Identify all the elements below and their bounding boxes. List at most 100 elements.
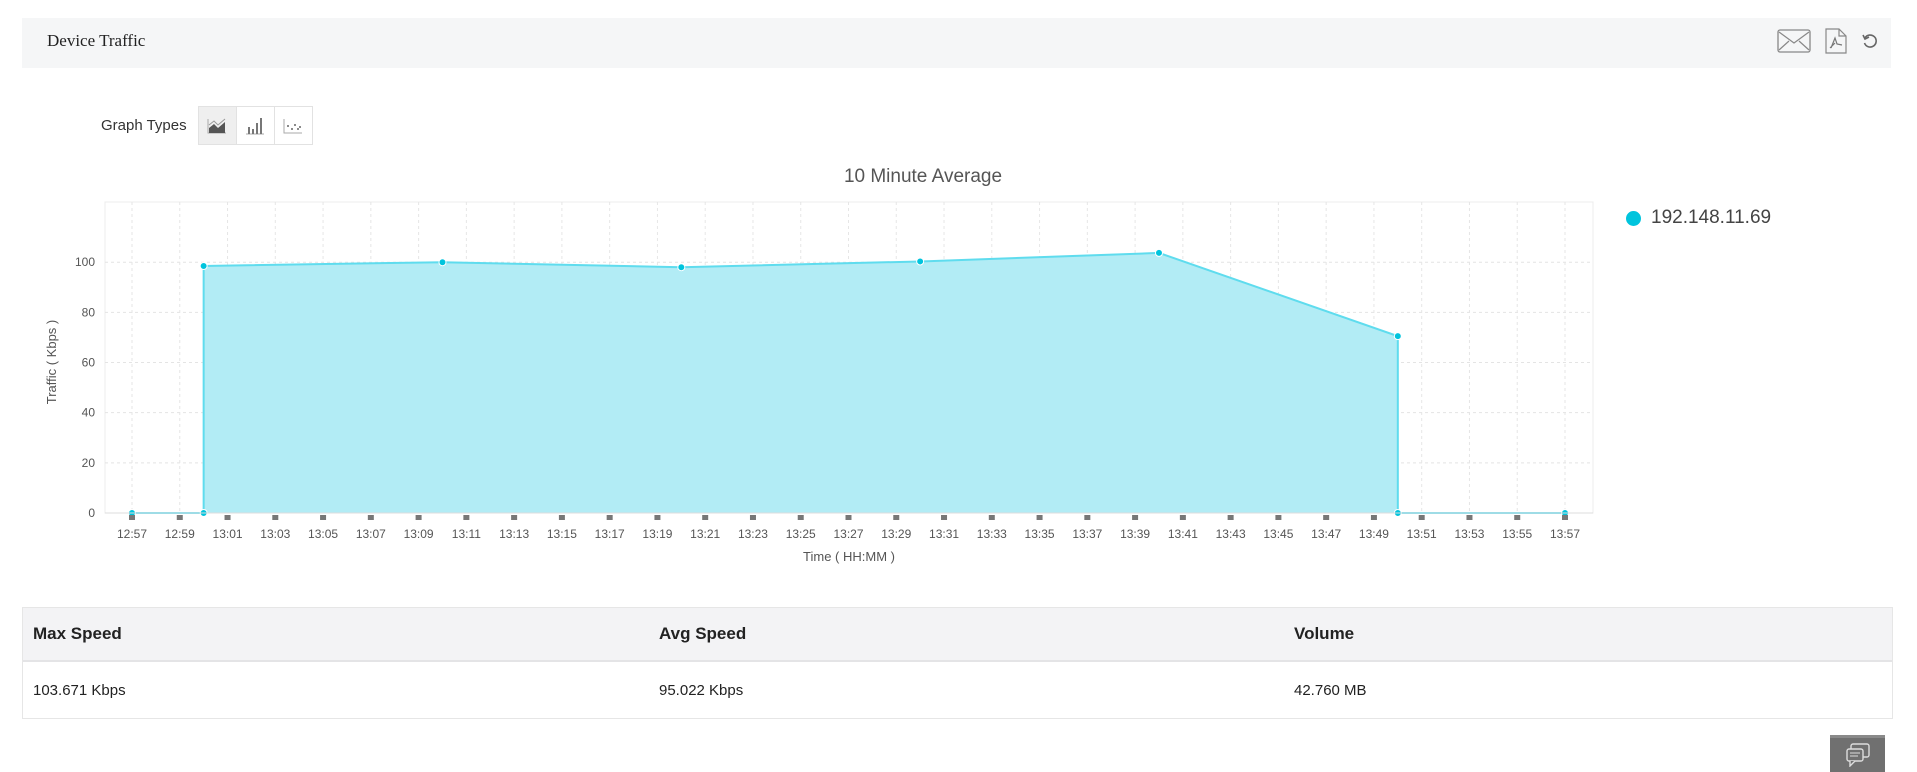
series-area	[132, 252, 1565, 514]
stats-row: 103.671 Kbps 95.022 Kbps 42.760 MB	[23, 662, 1892, 718]
x-tick-label: 13:39	[1120, 527, 1150, 541]
x-tick-label: 13:27	[833, 527, 863, 541]
mail-icon[interactable]	[1777, 29, 1811, 53]
x-tick-mark	[1084, 515, 1091, 520]
x-tick-label: 13:13	[499, 527, 529, 541]
data-point	[438, 258, 447, 267]
stats-table: Max Speed Avg Speed Volume 103.671 Kbps …	[22, 607, 1893, 719]
x-tick-mark	[702, 515, 709, 520]
area-chart-button[interactable]	[197, 106, 237, 145]
x-tick-label: 13:43	[1216, 527, 1246, 541]
x-tick-label: 13:49	[1359, 527, 1389, 541]
x-tick-label: 13:21	[690, 527, 720, 541]
x-tick-mark	[1466, 515, 1473, 520]
x-tick-mark	[1514, 515, 1521, 520]
x-tick-mark	[1370, 515, 1377, 520]
x-tick-mark	[415, 515, 422, 520]
x-tick-mark	[129, 515, 135, 520]
chart-title: 10 Minute Average	[844, 166, 1002, 187]
x-tick-label: 13:41	[1168, 527, 1198, 541]
x-tick-label: 13:19	[642, 527, 672, 541]
x-tick-mark	[1132, 515, 1139, 520]
x-axis-label: Time ( HH:MM )	[803, 549, 895, 564]
x-tick-label: 13:11	[452, 527, 481, 541]
x-tick-mark	[1227, 515, 1234, 520]
series-line	[132, 251, 1565, 514]
y-tick-label: 100	[75, 255, 95, 269]
data-point	[1154, 248, 1163, 257]
scatter-chart-icon	[283, 118, 303, 133]
x-tick-label: 13:07	[356, 527, 386, 541]
x-tick-mark	[893, 515, 900, 520]
x-tick-mark	[1323, 515, 1330, 520]
x-tick-label: 13:57	[1550, 527, 1580, 541]
graph-types-label: Graph Types	[101, 117, 187, 134]
panel-header: Device Traffic	[22, 18, 1891, 68]
header-volume: Volume	[1294, 624, 1355, 643]
x-tick-label: 12:59	[165, 527, 195, 541]
x-tick-label: 13:55	[1502, 527, 1532, 541]
y-axis-label: Traffic ( Kbps )	[44, 320, 59, 405]
chat-icon	[1845, 743, 1870, 767]
x-tick-mark	[1418, 515, 1425, 520]
x-tick-mark	[1562, 515, 1568, 520]
x-tick-label: 13:45	[1263, 527, 1293, 541]
x-tick-mark	[272, 515, 279, 520]
x-tick-label: 13:15	[547, 527, 577, 541]
legend-item[interactable]: 192.148.11.69	[1626, 207, 1771, 229]
x-tick-label: 13:01	[213, 527, 243, 541]
x-tick-mark	[558, 515, 565, 520]
pdf-icon[interactable]	[1825, 28, 1847, 54]
legend-swatch	[1626, 210, 1641, 226]
x-tick-mark	[511, 515, 518, 520]
y-tick-label: 40	[82, 406, 96, 420]
x-tick-mark	[224, 515, 231, 520]
bar-chart-button[interactable]	[235, 106, 275, 145]
x-tick-mark	[176, 515, 183, 520]
y-tick-label: 80	[82, 305, 96, 319]
x-tick-label: 13:23	[738, 527, 768, 541]
x-tick-mark	[988, 515, 995, 520]
x-tick-mark	[797, 515, 804, 520]
x-tick-mark	[941, 515, 948, 520]
data-point	[199, 261, 208, 270]
graph-types: Graph Types	[101, 106, 313, 145]
traffic-chart: 10 Minute Average 0 20 40 60 80 100 12:57 12:59…	[44, 166, 1594, 564]
x-tick-label: 13:51	[1407, 527, 1437, 541]
y-tick-label: 0	[88, 506, 95, 520]
area-chart-icon	[207, 118, 227, 133]
x-tick-mark	[1036, 515, 1043, 520]
legend-label: 192.148.11.69	[1651, 207, 1772, 228]
x-tick-label: 13:35	[1025, 527, 1055, 541]
x-tick-mark	[1275, 515, 1282, 520]
x-tick-label: 13:17	[595, 527, 625, 541]
x-tick-mark	[320, 515, 327, 520]
y-tick-label: 20	[82, 456, 96, 470]
x-tick-mark	[845, 515, 852, 520]
x-tick-label: 13:25	[786, 527, 816, 541]
x-tick-label: 13:31	[929, 527, 959, 541]
refresh-icon[interactable]	[1861, 32, 1879, 50]
value-avg-speed: 95.022 Kbps	[659, 681, 744, 699]
scatter-chart-button[interactable]	[273, 106, 313, 145]
header-avg-speed: Avg Speed	[659, 624, 747, 643]
x-tick-label: 13:33	[977, 527, 1007, 541]
chat-button[interactable]	[1830, 735, 1885, 772]
x-tick-mark	[749, 515, 756, 520]
panel-title: Device Traffic	[47, 31, 146, 50]
bar-chart-icon	[246, 117, 265, 134]
x-tick-label: 13:37	[1072, 527, 1102, 541]
data-point	[1393, 332, 1402, 341]
x-tick-label: 13:05	[308, 527, 338, 541]
data-point	[677, 263, 686, 272]
value-volume: 42.760 MB	[1294, 681, 1367, 699]
x-tick-mark	[367, 515, 374, 520]
header-max-speed: Max Speed	[33, 624, 122, 643]
x-tick-label: 13:09	[404, 527, 434, 541]
x-tick-mark	[606, 515, 613, 520]
x-tick-label: 13:53	[1454, 527, 1484, 541]
x-tick-label: 13:03	[260, 527, 290, 541]
x-tick-label: 12:57	[117, 527, 147, 541]
x-tick-label: 13:29	[881, 527, 911, 541]
data-point	[916, 257, 925, 266]
